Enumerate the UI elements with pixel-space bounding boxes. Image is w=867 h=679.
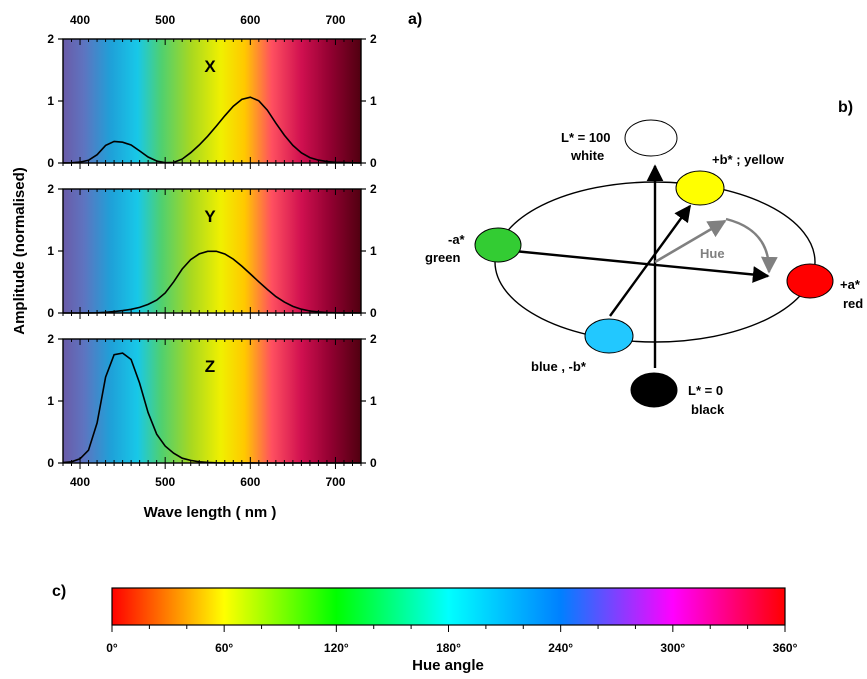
- hue-colorbar: 0° 60° 120° 180° 240° 300° 360° Hue angle: [106, 587, 798, 674]
- curve-label-Y: Y: [204, 207, 216, 226]
- green-marker: [474, 227, 522, 263]
- white-marker: [624, 119, 678, 157]
- x-tick-label-bottom: 500: [155, 475, 175, 489]
- hue-axis-title: Hue angle: [412, 657, 484, 674]
- yellow-marker: [675, 170, 725, 206]
- x-tick-label-top: 400: [70, 13, 90, 27]
- blue-label: blue , -b*: [531, 359, 587, 374]
- green-name: green: [425, 250, 460, 265]
- hue-tick-label: 180°: [436, 641, 461, 655]
- y-tick-label-right: 2: [370, 332, 377, 346]
- red-name: red: [843, 296, 863, 311]
- y-tick-label-left: 0: [47, 456, 54, 470]
- black-marker: [630, 372, 678, 408]
- panel-label-b: b): [838, 99, 853, 116]
- hue-angle-arc: [725, 217, 778, 274]
- hue-tick-label: 0°: [106, 641, 118, 655]
- cielab-diagram: L* = 100 white +b* ; yellow -a* green +a…: [425, 119, 863, 417]
- hue-tick-label: 60°: [215, 641, 233, 655]
- y-tick-label-right: 2: [370, 182, 377, 196]
- curve-X: [62, 96, 362, 164]
- y-tick-label-left: 2: [47, 32, 54, 46]
- hue-tick-label: 360°: [773, 641, 798, 655]
- panel-label-c: c): [52, 583, 66, 600]
- x-tick-label-bottom: 700: [325, 475, 345, 489]
- y-tick-label-right: 0: [370, 156, 377, 170]
- black-label: L* = 0: [688, 383, 723, 398]
- curve-Y: [63, 250, 362, 314]
- curve-label-X: X: [204, 57, 216, 76]
- y-tick-label-left: 0: [47, 156, 54, 170]
- blue-marker: [584, 318, 634, 354]
- y-axis-title: Amplitude (normalised): [11, 167, 28, 335]
- x-axis-title: Wave length ( nm ): [144, 504, 277, 521]
- panel-Z: Z 0 0 1 1 2 2: [47, 332, 377, 470]
- tristimulus-panels: X 0 0 1 1 2 2 Y 0 0 1 1 2 2 Z 0 0 1 1 2 2 400 400 500 500 600 600 7…: [47, 13, 377, 489]
- y-tick-label-right: 2: [370, 32, 377, 46]
- x-tick-label-bottom: 600: [240, 475, 260, 489]
- y-tick-label-left: 2: [47, 332, 54, 346]
- x-tick-label-top: 600: [240, 13, 260, 27]
- hue-vector-arrow: [654, 219, 727, 264]
- y-tick-label-left: 1: [47, 94, 54, 108]
- y-tick-label-right: 0: [370, 306, 377, 320]
- y-tick-label-right: 1: [370, 244, 377, 258]
- hue-label: Hue: [700, 246, 725, 261]
- y-tick-label-left: 2: [47, 182, 54, 196]
- white-label: L* = 100: [561, 130, 611, 145]
- green-axis-label: -a*: [448, 232, 466, 247]
- hue-ticks: 0° 60° 120° 180° 240° 300° 360°: [106, 625, 798, 655]
- y-tick-label-right: 1: [370, 94, 377, 108]
- x-tick-label-top: 700: [325, 13, 345, 27]
- y-tick-label-left: 0: [47, 306, 54, 320]
- b-axis-arrow: [609, 204, 691, 317]
- hue-gradient-bar: [111, 587, 786, 626]
- black-name: black: [691, 402, 725, 417]
- hue-tick-label: 300°: [660, 641, 685, 655]
- y-tick-label-right: 1: [370, 394, 377, 408]
- x-tick-label-bottom: 400: [70, 475, 90, 489]
- yellow-label: +b* ; yellow: [712, 152, 785, 167]
- panel-X: X 0 0 1 1 2 2: [47, 32, 377, 170]
- a-axis-arrow: [513, 249, 770, 283]
- x-tick-label-top: 500: [155, 13, 175, 27]
- red-axis-label: +a*: [840, 277, 861, 292]
- white-name: white: [570, 148, 604, 163]
- hue-tick-label: 240°: [548, 641, 573, 655]
- y-tick-label-left: 1: [47, 394, 54, 408]
- curve-label-Z: Z: [205, 357, 215, 376]
- red-marker: [786, 263, 834, 299]
- panel-label-a: a): [408, 11, 422, 28]
- y-tick-label-left: 1: [47, 244, 54, 258]
- panel-Y: Y 0 0 1 1 2 2: [47, 182, 377, 320]
- y-tick-label-right: 0: [370, 456, 377, 470]
- hue-tick-label: 120°: [324, 641, 349, 655]
